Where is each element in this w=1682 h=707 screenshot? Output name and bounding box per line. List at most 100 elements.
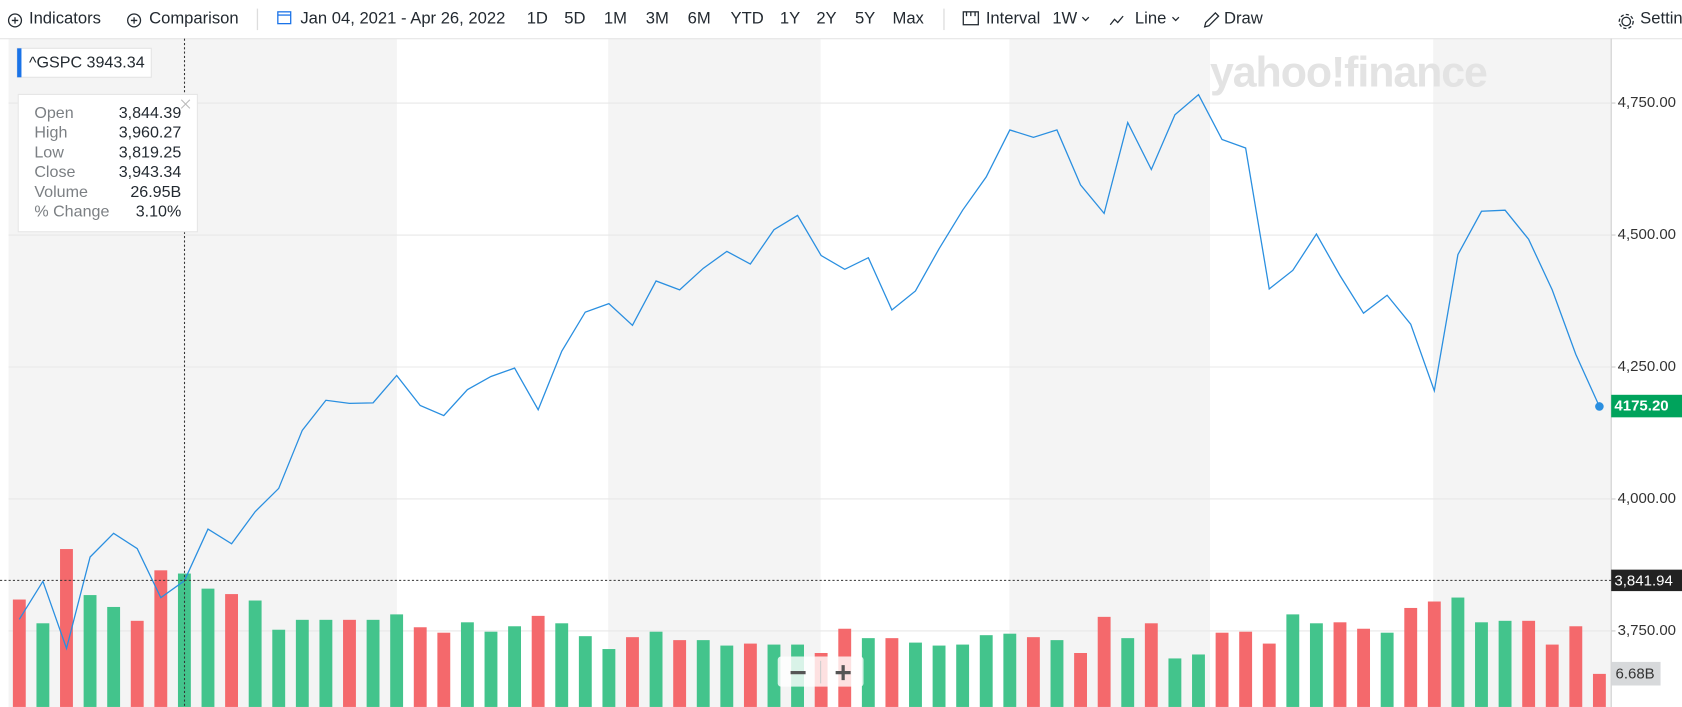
price-line — [18, 93, 1600, 651]
range-button[interactable]: YTD — [731, 9, 764, 28]
volume-bar — [295, 619, 309, 707]
tooltip-label: % Change — [34, 203, 109, 221]
indicators-button[interactable]: Indicators — [29, 9, 101, 28]
last-point — [1595, 402, 1604, 411]
volume-bar — [909, 642, 922, 707]
settings-button[interactable]: Settings — [1640, 9, 1682, 28]
watermark: yahoo!finance — [1210, 48, 1487, 96]
plot: 3,750.00 4,000.00 4,250.00 4,500.00 4,750.00 — [8, 93, 1676, 707]
range-button[interactable]: 5Y — [855, 9, 875, 28]
draw-button[interactable]: Draw — [1224, 9, 1264, 28]
volume-label-box — [1611, 661, 1661, 686]
date-range[interactable]: Jan 04, 2021 - Apr 26, 2022 — [300, 9, 505, 28]
tooltip-value: 3,819.25 — [119, 143, 182, 161]
tooltip-value: 3.10% — [136, 203, 182, 221]
interval-button[interactable]: Interval — [986, 9, 1040, 28]
volume-bar — [1333, 622, 1347, 707]
tooltip-label: Open — [34, 104, 73, 122]
range-button[interactable]: 6M — [688, 9, 711, 28]
volume-bar — [1026, 637, 1040, 707]
tooltip-rows: Open 3,844.39 High 3,960.27 Low 3,819.25 Close… — [34, 104, 181, 221]
volume-bar — [1404, 607, 1418, 707]
range-button[interactable]: 1M — [604, 9, 627, 28]
volume-bar — [1144, 623, 1158, 707]
volume-bar — [508, 626, 521, 707]
volume-bar — [130, 620, 144, 707]
tooltip-value: 3,844.39 — [119, 104, 182, 122]
volume-bar — [343, 619, 356, 707]
volume-bar — [1451, 597, 1465, 707]
volume-bar — [1522, 620, 1536, 707]
y-tick-label: 4,750.00 — [1618, 94, 1676, 111]
tooltip-label: Close — [34, 163, 75, 181]
range-button[interactable]: 1Y — [780, 9, 800, 28]
volume-bar — [626, 637, 639, 707]
range-button[interactable]: Max — [892, 9, 924, 28]
tooltip-label: High — [34, 124, 67, 142]
y-tick-label: 4,250.00 — [1618, 358, 1676, 375]
bands — [8, 38, 1612, 707]
y-tick-label: 4,000.00 — [1618, 490, 1676, 507]
interval-value[interactable]: 1W — [1052, 9, 1077, 28]
volume-bar — [36, 623, 50, 707]
volume-bar — [107, 606, 121, 707]
tooltip-close[interactable] — [180, 99, 191, 109]
tooltip-value: 3,943.34 — [119, 163, 182, 181]
tooltip-label: Low — [34, 143, 64, 161]
volume-bar — [1569, 626, 1583, 707]
volume-bar — [1309, 623, 1323, 707]
volume-bar — [1239, 631, 1253, 707]
volume-label: 6.68B — [1615, 666, 1654, 683]
toolbar — [7, 8, 1634, 31]
comparison-button[interactable]: Comparison — [149, 9, 239, 28]
volume-bar — [248, 600, 262, 707]
volume-bar — [1475, 622, 1488, 707]
y-tick-label: 4,500.00 — [1618, 226, 1676, 243]
range-buttons: 1D 5D 1M 3M 6M YTD 1Y 2Y 5Y Max — [527, 9, 925, 28]
volume-bar — [531, 615, 545, 707]
volume-bar — [696, 640, 710, 707]
zoom-in[interactable] — [835, 665, 851, 681]
volume-bar — [319, 619, 333, 707]
volume-bar — [932, 645, 946, 707]
volume-bar — [390, 614, 404, 707]
volume-bar — [225, 594, 238, 707]
crosshair-label-box — [1611, 569, 1682, 592]
range-button[interactable]: 2Y — [816, 9, 836, 28]
tooltip-value: 26.95B — [130, 183, 181, 201]
symbol-box — [16, 47, 152, 78]
volume-bar — [1050, 640, 1064, 707]
range-button[interactable]: 3M — [646, 9, 669, 28]
volume-bar — [83, 595, 97, 707]
volume-bar — [578, 636, 592, 707]
range-button[interactable]: 5D — [564, 9, 585, 28]
crosshair-label: 3,841.94 — [1614, 572, 1672, 589]
volume-bar — [979, 635, 993, 707]
symbol-marker — [17, 48, 22, 78]
volume-bar — [272, 629, 286, 707]
range-button[interactable]: 1D — [527, 9, 548, 28]
volume-bar — [12, 599, 26, 707]
volume-bar — [767, 644, 781, 707]
volume-bar — [1498, 620, 1512, 707]
last-price-box — [1611, 394, 1682, 418]
volume-bar — [743, 643, 757, 707]
last-price-label: 4175.20 — [1614, 398, 1668, 415]
volume-bar — [1003, 633, 1017, 707]
tooltip-value: 3,960.27 — [119, 124, 182, 142]
volume-bar — [1097, 616, 1111, 707]
volume-bar — [154, 570, 168, 707]
volume-bar — [555, 623, 569, 707]
symbol-label: ^GSPC 3943.34 — [29, 54, 145, 72]
volume-bar — [1380, 632, 1394, 707]
volume-bar — [885, 638, 899, 707]
volume-bar — [956, 644, 970, 707]
volume-bar — [1427, 601, 1441, 707]
volume-bar — [60, 549, 73, 707]
volume-bar — [460, 622, 474, 707]
volume-bar — [1592, 673, 1606, 707]
volume-bar — [413, 627, 427, 707]
chart-type-button[interactable]: Line — [1135, 9, 1166, 28]
